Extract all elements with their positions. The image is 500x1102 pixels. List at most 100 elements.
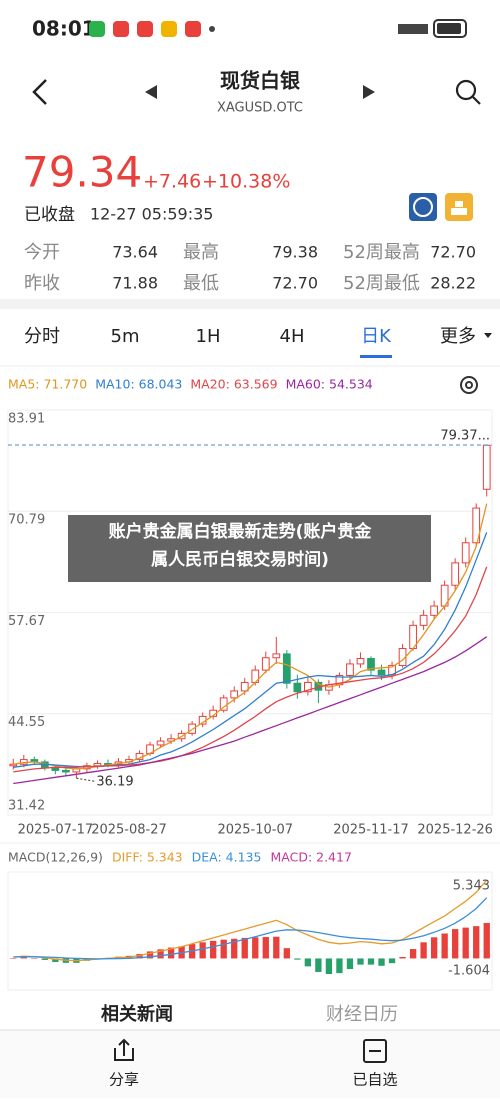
status-time: 08:01: [32, 17, 96, 41]
macd-bar: [483, 922, 490, 959]
macd-line: [13, 879, 488, 962]
watch-button[interactable]: [363, 1039, 387, 1063]
macd-line: [13, 897, 488, 960]
macd-bar: [294, 958, 301, 960]
settings-button[interactable]: [460, 376, 478, 394]
macd-chart: MACD(12,26,9) DIFF: 5.343 DEA: 4.135 MACD: …: [0, 842, 500, 991]
macd-bar: [357, 958, 364, 965]
stat-value: 79.38: [272, 243, 318, 262]
candle-body: [377, 669, 386, 676]
y-tick-label: 70.79: [8, 513, 45, 528]
plot-frame: [7, 871, 493, 991]
candle-body: [346, 663, 354, 676]
stat-value: 73.64: [112, 243, 158, 262]
candle-body: [304, 681, 312, 693]
nav-bar: [0, 1030, 500, 1098]
macd-bar: [52, 958, 59, 962]
globe-button[interactable]: [409, 193, 437, 221]
tab[interactable]: 分时: [24, 326, 60, 347]
tab[interactable]: 更多: [440, 326, 476, 347]
macd-bar: [146, 951, 154, 959]
watch-label[interactable]: 已自选: [352, 1071, 397, 1089]
x-tick-label: 2025-10-07: [217, 823, 293, 838]
macd-max-label: 5.343: [453, 879, 490, 894]
ma-line: [13, 566, 488, 773]
tab-indicator: [360, 355, 392, 358]
y-tick-label: 44.55: [8, 715, 45, 730]
share-button[interactable]: [114, 1038, 134, 1061]
calendar-tab[interactable]: 财经日历: [326, 1004, 398, 1025]
ma-line: [13, 503, 488, 770]
tab[interactable]: 5m: [111, 326, 140, 347]
macd-bar: [378, 958, 385, 966]
price: 79.34: [22, 148, 142, 197]
separator: [0, 299, 500, 309]
macd-bar: [325, 958, 333, 975]
stat-label: 52周最低: [343, 273, 420, 294]
legend-entry: DEA: 4.135: [192, 850, 262, 865]
macd-bar: [241, 937, 248, 959]
macd-bar: [441, 933, 448, 959]
candle-body: [272, 653, 281, 659]
stat-value: 72.70: [272, 274, 318, 293]
y-tick-label: 83.91: [8, 412, 45, 427]
macd-bar: [388, 958, 396, 964]
macd-bar: [231, 938, 238, 959]
legend-entry: MA5: 71.770: [8, 377, 87, 392]
candle-body: [230, 690, 239, 699]
price-change-pct: +10.38%: [202, 171, 290, 193]
quote-time: 12-27 05:59:35: [90, 205, 213, 224]
gold-button[interactable]: [445, 193, 473, 221]
legend-entry: MA10: 68.043: [95, 377, 182, 392]
candle-body: [156, 740, 165, 746]
legend-entry: MA20: 63.569: [190, 377, 277, 392]
next-button[interactable]: [363, 85, 375, 99]
candle-body: [461, 542, 470, 564]
tab[interactable]: 1H: [196, 326, 221, 347]
page-title: 现货白银: [220, 69, 301, 93]
candle-body: [356, 658, 365, 665]
macd-bar: [157, 949, 164, 959]
x-tick-label: 2025-07-17: [18, 823, 94, 838]
macd-bar: [367, 958, 375, 965]
macd-bar: [136, 954, 143, 959]
legend-entry: MACD(12,26,9): [8, 850, 103, 865]
low-label: 36.19: [96, 775, 133, 790]
macd-bar: [452, 929, 459, 959]
candle-body: [419, 614, 428, 626]
candle-chart: 31.42 44.55 57.67 70.79 83.91 MA5: 71.770 MA10…: [7, 377, 493, 838]
news-tab[interactable]: 相关新闻: [101, 1003, 173, 1025]
candle-body: [9, 763, 18, 767]
legend-entry: DIFF: 5.343: [112, 850, 183, 865]
back-button[interactable]: [32, 79, 47, 105]
x-tick-label: 2025-11-17: [333, 823, 409, 838]
macd-bar: [20, 957, 27, 959]
x-tick-label: 2025-08-27: [91, 823, 167, 838]
page-subtitle: XAGUSD.OTC: [217, 101, 303, 116]
search-button[interactable]: [455, 79, 481, 105]
y-tick-label: 31.42: [8, 799, 45, 814]
prev-button[interactable]: [145, 85, 157, 99]
tab[interactable]: 4H: [280, 326, 305, 347]
macd-bar: [420, 942, 427, 959]
stat-label: 今开: [24, 242, 60, 263]
banner: 账户贵金属白银最新走势(账户贵金 属人民币白银交易时间): [68, 515, 431, 582]
macd-bar: [199, 942, 206, 959]
period-tabs: 分时 5m 1H 4H 日K 更多: [24, 326, 492, 358]
stat-label: 52周最高: [343, 242, 420, 263]
macd-bar: [430, 937, 438, 959]
macd-bar: [10, 958, 17, 959]
share-label[interactable]: 分享: [109, 1071, 139, 1089]
macd-bar: [336, 958, 343, 974]
legend-entry: MACD: 2.417: [270, 850, 351, 865]
market-status: 已收盘: [24, 205, 75, 225]
tab[interactable]: 日K: [361, 326, 392, 347]
stat-value: 72.70: [430, 243, 476, 262]
banner-text: 属人民币白银交易时间): [151, 549, 329, 570]
macd-bar: [409, 949, 417, 959]
macd-bar: [31, 958, 38, 959]
candle-body: [482, 444, 491, 490]
banner-bg: [68, 515, 431, 582]
macd-bar: [41, 958, 48, 960]
